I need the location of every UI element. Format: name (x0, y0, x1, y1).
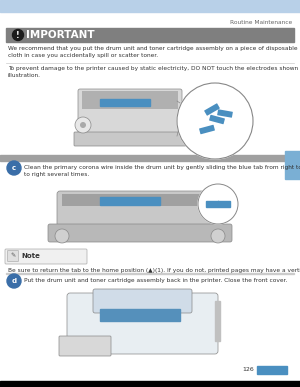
Bar (257, 366, 287, 374)
FancyBboxPatch shape (8, 250, 19, 262)
FancyBboxPatch shape (199, 125, 215, 134)
Circle shape (55, 229, 69, 243)
Bar (215, 301, 220, 341)
FancyBboxPatch shape (5, 249, 87, 264)
FancyBboxPatch shape (217, 109, 233, 118)
FancyBboxPatch shape (93, 289, 192, 313)
Text: Routine Maintenance: Routine Maintenance (230, 20, 292, 25)
Text: ✎: ✎ (11, 253, 16, 259)
Circle shape (198, 184, 238, 224)
Text: To prevent damage to the printer caused by static electricity, DO NOT touch the : To prevent damage to the printer caused … (8, 66, 300, 78)
Text: Be sure to return the tab to the home position (▲)(1). If you do not, printed pa: Be sure to return the tab to the home po… (8, 268, 300, 273)
FancyBboxPatch shape (67, 293, 218, 354)
Bar (6, 273, 294, 274)
Bar (0, 0, 300, 12)
Bar (0, 155, 294, 161)
Circle shape (7, 161, 21, 175)
Circle shape (7, 274, 21, 288)
Text: Note: Note (21, 253, 40, 259)
Text: Clean the primary corona wire inside the drum unit by gently sliding the blue ta: Clean the primary corona wire inside the… (24, 165, 300, 177)
Bar (0, 381, 300, 387)
FancyBboxPatch shape (74, 132, 186, 146)
Bar (206, 201, 230, 207)
Text: c: c (12, 165, 16, 171)
Circle shape (75, 117, 91, 133)
Text: IMPORTANT: IMPORTANT (26, 30, 94, 40)
Circle shape (211, 229, 225, 243)
FancyBboxPatch shape (78, 89, 182, 141)
Text: !: ! (16, 31, 20, 39)
Text: 126: 126 (242, 367, 254, 372)
Bar (62, 194, 218, 206)
FancyBboxPatch shape (48, 224, 232, 242)
FancyBboxPatch shape (209, 115, 225, 124)
Circle shape (80, 122, 86, 128)
Bar (100, 197, 160, 205)
FancyBboxPatch shape (57, 191, 223, 232)
Text: Put the drum unit and toner cartridge assembly back in the printer. Close the fr: Put the drum unit and toner cartridge as… (24, 278, 287, 283)
Bar (82, 91, 178, 109)
Bar (100, 309, 180, 321)
Bar (6, 28, 294, 42)
Bar (285, 151, 300, 179)
FancyBboxPatch shape (59, 336, 111, 356)
Text: We recommend that you put the drum unit and toner cartridge assembly on a piece : We recommend that you put the drum unit … (8, 46, 300, 58)
Bar (100, 99, 150, 106)
FancyBboxPatch shape (204, 103, 220, 116)
Text: d: d (11, 278, 16, 284)
Circle shape (177, 83, 253, 159)
Circle shape (13, 29, 23, 41)
